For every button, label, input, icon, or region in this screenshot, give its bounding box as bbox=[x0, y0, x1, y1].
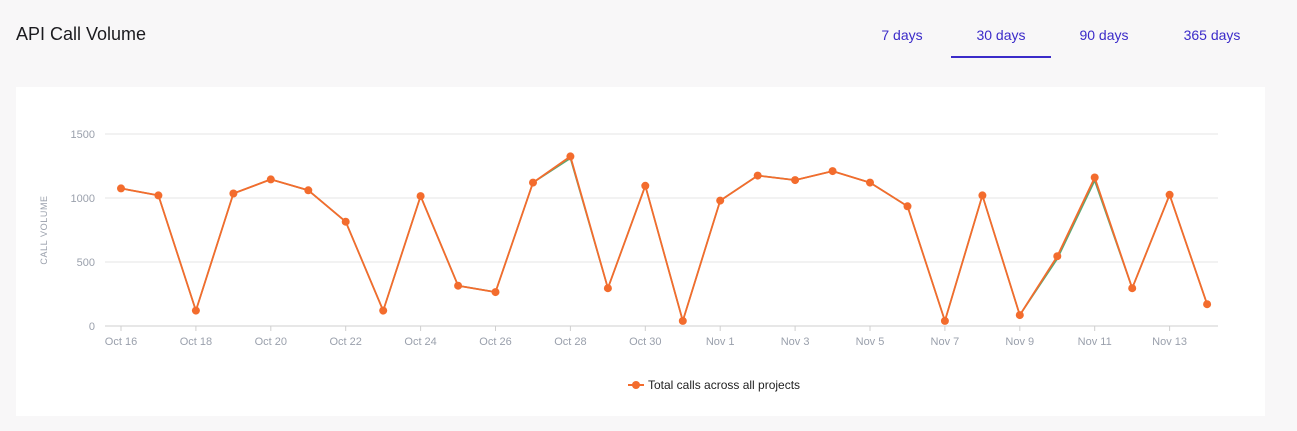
x-tick-label: Nov 7 bbox=[931, 336, 960, 348]
x-tick-label: Oct 16 bbox=[105, 336, 137, 348]
x-tick-label: Nov 1 bbox=[706, 336, 735, 348]
grid-lines bbox=[105, 133, 1218, 327]
data-point[interactable] bbox=[566, 152, 575, 161]
x-tick-label: Nov 11 bbox=[1078, 336, 1112, 348]
series-line-total-calls bbox=[120, 155, 1208, 322]
data-point[interactable] bbox=[454, 281, 463, 290]
data-point[interactable] bbox=[491, 288, 500, 297]
tab-90-days[interactable]: 90 days bbox=[1079, 27, 1129, 43]
data-point[interactable] bbox=[1203, 300, 1212, 309]
data-point[interactable] bbox=[529, 178, 537, 187]
data-point[interactable] bbox=[229, 189, 238, 198]
data-point[interactable] bbox=[1015, 311, 1024, 320]
data-point[interactable] bbox=[266, 175, 275, 184]
x-tick-label: Oct 20 bbox=[255, 336, 287, 348]
data-point[interactable] bbox=[117, 184, 125, 193]
x-tick-label: Nov 9 bbox=[1005, 336, 1034, 348]
data-point[interactable] bbox=[154, 191, 163, 200]
legend[interactable]: Total calls across all projects bbox=[628, 376, 800, 394]
data-point[interactable] bbox=[641, 181, 650, 190]
data-point[interactable] bbox=[1053, 252, 1062, 261]
data-point[interactable] bbox=[416, 192, 425, 201]
legend-marker-icon bbox=[628, 380, 644, 390]
data-point[interactable] bbox=[940, 316, 949, 325]
y-tick-label: 1000 bbox=[71, 193, 95, 205]
data-point[interactable] bbox=[1165, 190, 1174, 199]
range-tabs: 7 days 30 days 90 days 365 days bbox=[0, 20, 1297, 60]
data-point[interactable] bbox=[903, 202, 912, 211]
x-tick-label: Oct 24 bbox=[404, 336, 436, 348]
data-point[interactable] bbox=[678, 316, 687, 325]
data-point[interactable] bbox=[978, 191, 987, 200]
page-title: API Call Volume bbox=[16, 24, 147, 44]
x-tick-label: Oct 30 bbox=[629, 336, 661, 348]
data-point[interactable] bbox=[379, 306, 388, 315]
x-tick-label: Nov 3 bbox=[781, 336, 810, 348]
tab-7-days[interactable]: 7 days bbox=[881, 27, 923, 43]
data-point[interactable] bbox=[603, 284, 612, 293]
data-point[interactable] bbox=[304, 186, 313, 195]
data-point[interactable] bbox=[191, 306, 200, 315]
x-tick-label: Nov 5 bbox=[856, 336, 885, 348]
chart-card: 0 500 1000 1500 Oct 16 Oct 18 Oct 20 Oct 22 Oct… bbox=[16, 87, 1265, 416]
y-axis-label: CALL VOLUME bbox=[39, 195, 49, 264]
data-point[interactable] bbox=[341, 217, 350, 226]
x-tick-label: Nov 13 bbox=[1152, 336, 1187, 348]
data-point[interactable] bbox=[1128, 284, 1137, 293]
x-tick-label: Oct 26 bbox=[479, 336, 511, 348]
data-point[interactable] bbox=[791, 176, 800, 185]
data-point[interactable] bbox=[753, 171, 762, 180]
series-layer bbox=[117, 152, 1212, 325]
y-axis: 0 500 1000 1500 bbox=[71, 129, 95, 333]
data-point[interactable] bbox=[716, 196, 725, 205]
y-tick-label: 1500 bbox=[71, 129, 95, 141]
legend-label: Total calls across all projects bbox=[648, 378, 801, 392]
tab-365-days[interactable]: 365 days bbox=[1183, 27, 1241, 43]
y-tick-label: 0 bbox=[89, 321, 95, 333]
tab-30-days[interactable]: 30 days bbox=[951, 20, 1051, 58]
data-point[interactable] bbox=[828, 167, 837, 176]
x-tick-label: Oct 28 bbox=[554, 336, 586, 348]
data-point[interactable] bbox=[866, 178, 874, 187]
data-point[interactable] bbox=[1090, 173, 1099, 182]
x-tick-label: Oct 22 bbox=[329, 336, 361, 348]
header: API Call Volume 7 days 30 days 90 days 3… bbox=[0, 0, 1297, 80]
x-tick-label: Oct 18 bbox=[180, 336, 212, 348]
y-tick-label: 500 bbox=[77, 257, 95, 269]
x-axis: Oct 16 Oct 18 Oct 20 Oct 22 Oct 24 Oct 26 Oct … bbox=[105, 326, 1187, 348]
